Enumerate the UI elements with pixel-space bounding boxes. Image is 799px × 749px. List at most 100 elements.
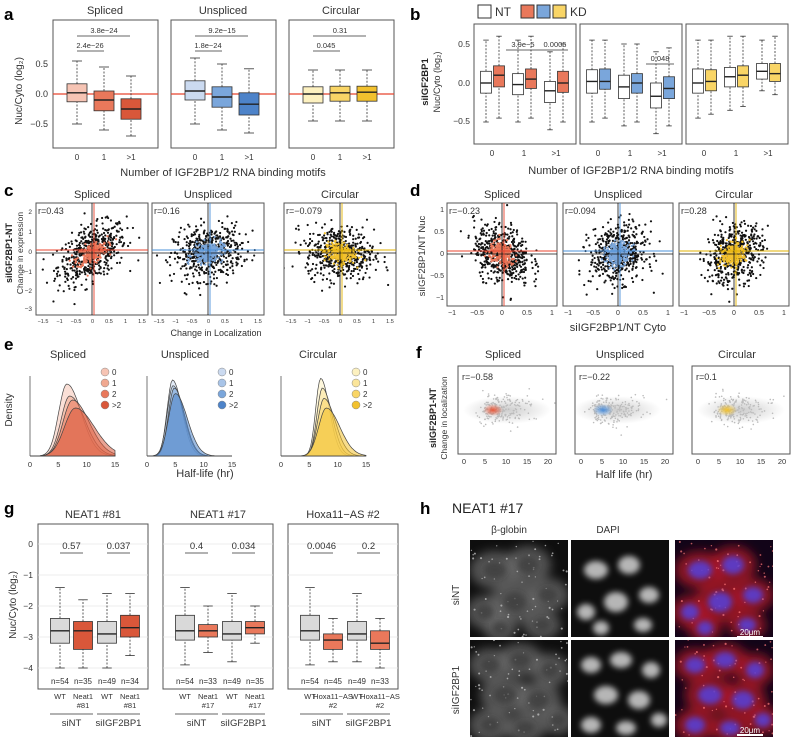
panel-a-facet-1: Spliced 2.4e−26 3.8e−24 0 1 >1: [52, 5, 159, 162]
panel-b-box: [705, 39, 717, 115]
panel-b-ytick: 0.5: [458, 39, 470, 49]
panel-g-group-label: siIGF2BP1: [346, 718, 392, 729]
panel-g-xtick: Hoxa11−AS: [360, 692, 400, 701]
panel-e-legend-swatch: [351, 367, 361, 377]
panel-g-xtick: Neat1: [198, 692, 218, 701]
panel-b-box: [724, 35, 736, 111]
panel-a-xtick: 1: [338, 153, 343, 162]
panel-c-scatter-2: [152, 203, 264, 315]
panel-f-scatter-1: [463, 387, 556, 432]
panel-f-title: Circular: [718, 349, 756, 361]
panel-d-r: r=−0.23: [449, 206, 480, 216]
panel-g-pvalue: 0.57: [62, 541, 81, 552]
panel-g-title: NEAT1 #81: [65, 509, 121, 521]
panel-c-xtick: 1.5: [254, 319, 262, 325]
panel-g-n: n=35: [246, 677, 265, 686]
panel-g-xtick: WT: [179, 692, 191, 701]
panel-f: f siIGF2BP1-NT Change in localization Sp…: [416, 343, 791, 481]
panel-f-xtick: 0: [462, 457, 466, 466]
panel-c-title: Circular: [321, 189, 359, 201]
panel-g-ylabel: Nuc/Cyto (log₂): [8, 571, 19, 639]
panel-b-xtick: >1: [763, 149, 773, 158]
panel-h-row-label: siNT: [451, 585, 462, 606]
panel-a-title: Unspliced: [199, 5, 247, 17]
panel-c-ytick: 1: [28, 229, 32, 236]
panel-d-xtick: 1: [782, 310, 786, 317]
panel-a-box: [238, 68, 260, 134]
panel-g: g Nuc/Cyto (log₂) 0 −1 −2 −3 −4 NEAT1 #8…: [4, 499, 400, 729]
panel-g-box: [97, 593, 117, 669]
panel-h-column-label: β-globin: [491, 525, 527, 536]
panel-b-xtick: 0: [490, 149, 495, 158]
panel-d-title: Unspliced: [594, 189, 642, 201]
panel-g-box: [175, 587, 195, 666]
panel-a-xtick: 1: [220, 153, 225, 162]
panel-b-box: [756, 39, 768, 92]
panel-c-xtick: −1: [56, 319, 62, 325]
panel-b-box: [525, 35, 537, 119]
panel-e-facet-1: 0 1 2 >2: [29, 367, 122, 457]
panel-f-xtick: 0: [696, 457, 700, 466]
panel-g-pvalue: 0.034: [232, 541, 256, 552]
panel-b-box: [650, 51, 662, 135]
panel-d-xtick: −1: [680, 310, 688, 317]
panel-g-box: [323, 618, 343, 663]
panel-g-box: [245, 605, 265, 644]
panel-b-xtick: 1: [628, 149, 633, 158]
panel-a: a Nuc/Cyto (log₂) 0.5 0.0 −0.5 Spliced 2…: [4, 5, 395, 179]
panel-b-legend-nt: NT: [495, 5, 512, 19]
panel-f-scatter-2: [575, 393, 668, 436]
panel-f-xtick: 5: [600, 457, 604, 466]
panel-g-box: [370, 618, 390, 669]
panel-c-scatter-1: [36, 203, 148, 315]
panel-c-ytick: −2: [25, 288, 33, 295]
panel-g-box: [73, 599, 93, 669]
panel-g-xtick: WT: [54, 692, 66, 701]
panel-g-group-label: siIGF2BP1: [221, 718, 267, 729]
panel-b: b NT KD siIGF2BP1 Nuc/Cyto (log₂) 0.5 0.…: [410, 4, 789, 177]
panel-a-box: [302, 69, 324, 122]
panel-b-box: [586, 39, 598, 123]
panel-b-box: [544, 51, 556, 131]
panel-a-box: [356, 69, 378, 122]
panel-g-ytick: −3: [23, 632, 33, 642]
panel-b-xlabel: Number of IGF2BP1/2 RNA binding motifs: [528, 165, 734, 177]
panel-e-legend-swatch: [100, 367, 110, 377]
panel-g-xtick: #17: [249, 701, 262, 710]
panel-c-ylabel: Change in expression: [15, 212, 25, 294]
panel-c-xlabel: Change in Localization: [170, 328, 261, 338]
panel-g-n: n=54: [176, 677, 195, 686]
panel-g-n: n=45: [324, 677, 343, 686]
panel-b-xtick: 0: [702, 149, 707, 158]
panel-d-r: r=0.28: [681, 206, 707, 216]
panel-e-legend-swatch: [100, 400, 110, 410]
panel-b-xtick: 0: [596, 149, 601, 158]
panel-g-n: n=49: [98, 677, 117, 686]
panel-a-box: [184, 57, 206, 125]
panel-c-xtick: −0.5: [187, 319, 198, 325]
panel-d: d siIGF2BP1/NT Nuc 1 0.5 0 −0.5 −1 Splic…: [410, 181, 790, 334]
panel-e-legend-swatch: [351, 389, 361, 399]
panel-f-title: Unspliced: [596, 349, 644, 361]
panel-d-xtick: 0: [732, 310, 736, 317]
panel-e-title: Spliced: [50, 349, 86, 361]
panel-f-ylabel-bold: siIGF2BP1-NT: [428, 387, 438, 448]
panel-g-n: n=49: [348, 677, 367, 686]
panel-c-xtick: 0.5: [105, 319, 113, 325]
panel-c-xtick: −1: [304, 319, 310, 325]
panel-e-xtick: 0: [28, 460, 32, 469]
panel-e-legend-swatch: [217, 389, 227, 399]
panel-e-title: Unspliced: [161, 349, 209, 361]
panel-f-xtick: 0: [579, 457, 583, 466]
panel-c-xtick: 1: [372, 319, 375, 325]
panel-e-ylabel: Density: [4, 393, 15, 426]
panel-e-xtick: 5: [307, 460, 311, 469]
panel-g-box: [300, 587, 320, 666]
panel-g-n: n=54: [51, 677, 70, 686]
panel-g-ytick: −2: [23, 601, 33, 611]
panel-a-xtick: 0: [193, 153, 198, 162]
panel-a-box: [211, 63, 233, 131]
panel-g-n: n=33: [199, 677, 218, 686]
panel-g-box: [50, 587, 70, 669]
panel-h-image-6: [675, 640, 773, 737]
